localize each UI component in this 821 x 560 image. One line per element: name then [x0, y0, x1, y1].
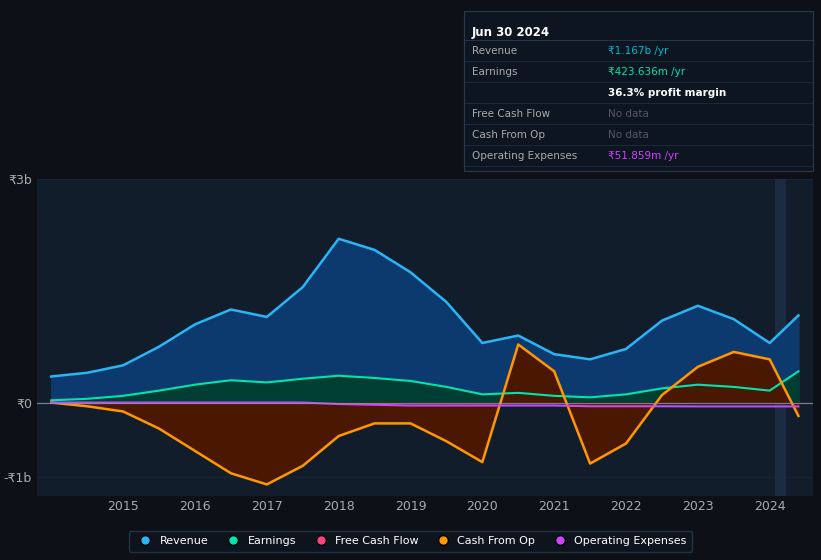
Legend: Revenue, Earnings, Free Cash Flow, Cash From Op, Operating Expenses: Revenue, Earnings, Free Cash Flow, Cash …: [129, 530, 692, 552]
Text: ₹1.167b /yr: ₹1.167b /yr: [608, 46, 668, 56]
Text: Free Cash Flow: Free Cash Flow: [472, 109, 550, 119]
Text: Jun 30 2024: Jun 30 2024: [472, 26, 550, 39]
Text: No data: No data: [608, 109, 649, 119]
Text: Revenue: Revenue: [472, 46, 517, 56]
Text: Cash From Op: Cash From Op: [472, 130, 545, 140]
Text: 36.3% profit margin: 36.3% profit margin: [608, 88, 726, 98]
Text: No data: No data: [608, 130, 649, 140]
Text: ₹423.636m /yr: ₹423.636m /yr: [608, 67, 685, 77]
Text: Operating Expenses: Operating Expenses: [472, 151, 577, 161]
Text: Earnings: Earnings: [472, 67, 517, 77]
Text: ₹51.859m /yr: ₹51.859m /yr: [608, 151, 678, 161]
